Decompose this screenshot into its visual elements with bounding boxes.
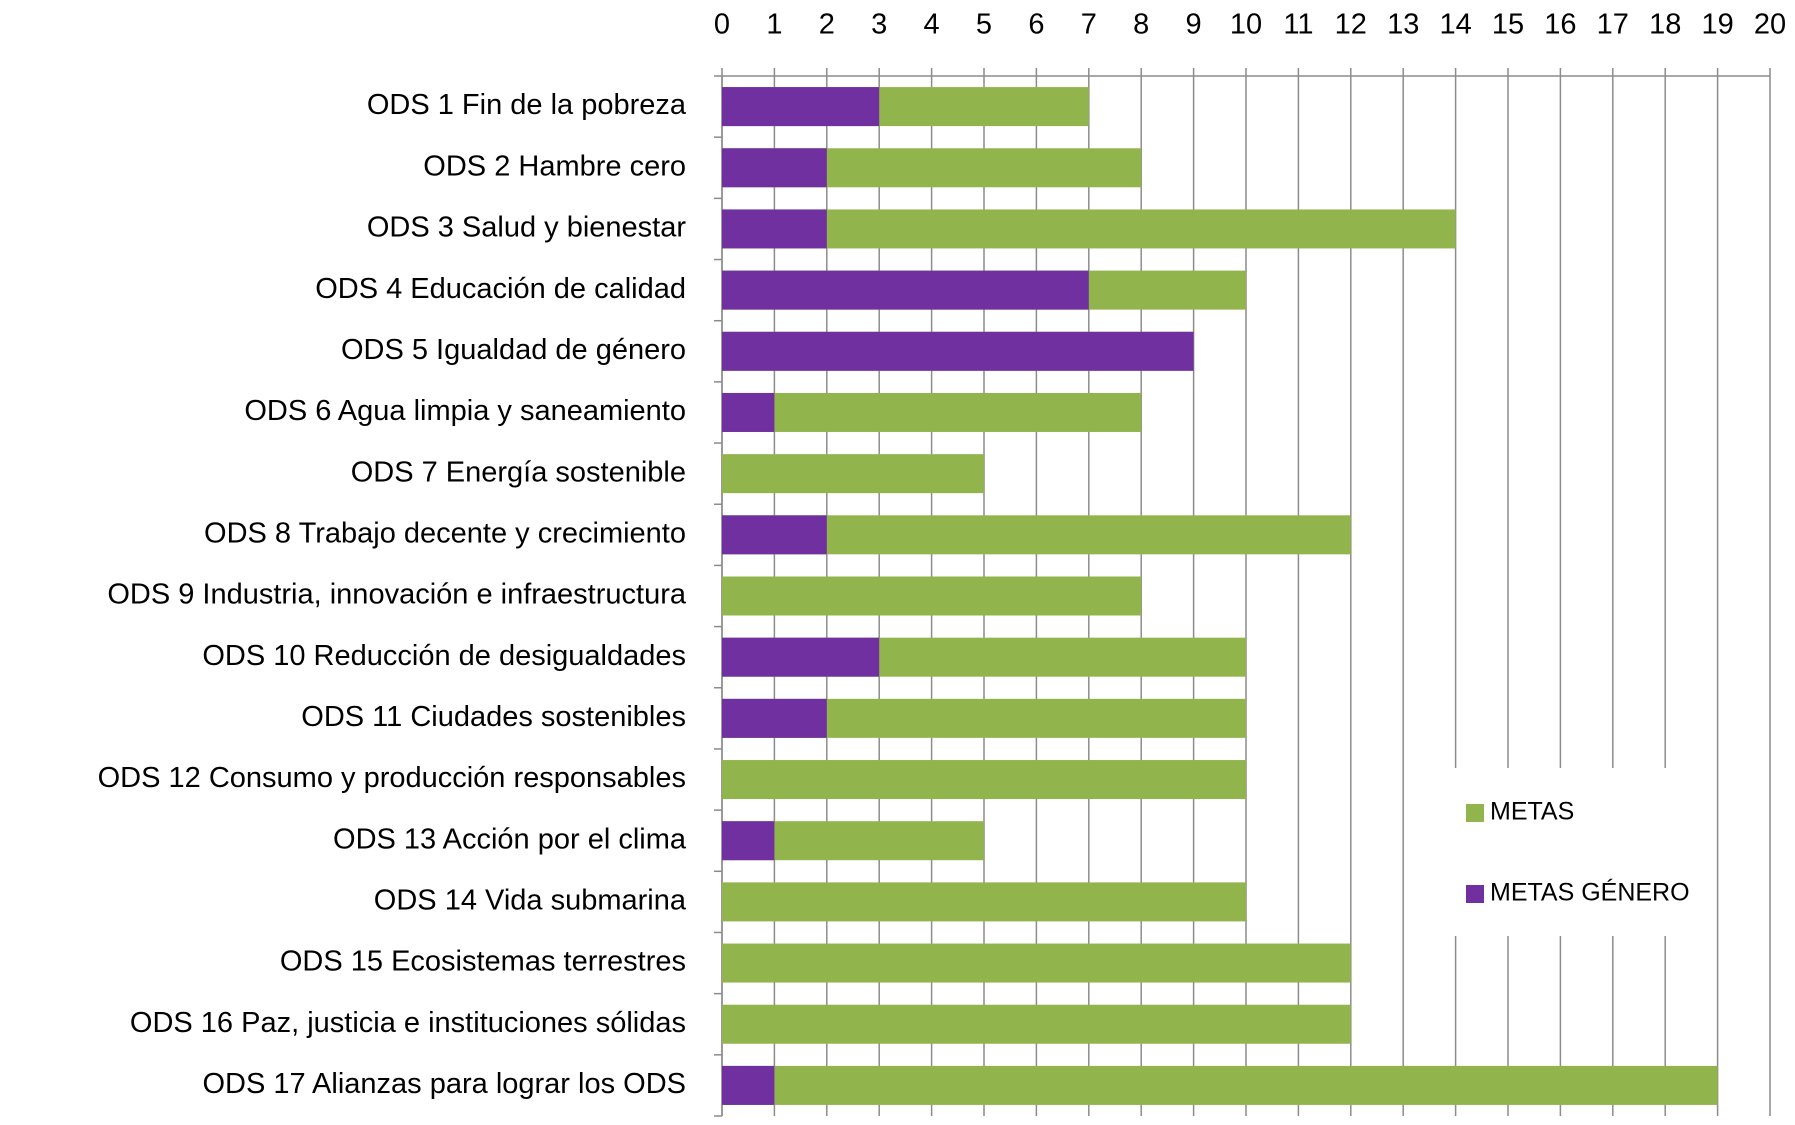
x-tick-label: 9 [1186, 9, 1202, 41]
y-tick-label: ODS 11 Ciudades sostenibles [301, 701, 686, 733]
x-tick-label: 17 [1597, 9, 1629, 41]
legend-swatch [1466, 804, 1484, 822]
bar [722, 760, 1246, 800]
legend-label: METAS GÉNERO [1490, 878, 1690, 907]
bar [722, 1065, 1718, 1105]
bar [722, 392, 775, 432]
bar [722, 454, 984, 494]
bar [722, 209, 1456, 249]
x-tick-label: 6 [1028, 9, 1044, 41]
y-tick-label: ODS 13 Acción por el clima [333, 823, 687, 855]
x-tick-label: 2 [819, 9, 835, 41]
x-tick-label: 1 [766, 9, 782, 41]
bar [722, 148, 827, 188]
x-tick-label: 16 [1544, 9, 1576, 41]
y-tick-label: ODS 9 Industria, innovación e infraestru… [107, 579, 687, 611]
y-tick-label: ODS 14 Vida submarina [374, 885, 687, 917]
x-tick-label: 12 [1335, 9, 1367, 41]
bar [722, 1065, 775, 1105]
y-tick-label: ODS 6 Agua limpia y saneamiento [244, 395, 686, 427]
y-tick-label: ODS 3 Salud y bienestar [367, 212, 687, 244]
x-tick-label: 8 [1133, 9, 1149, 41]
bar [722, 392, 1142, 432]
x-tick-label: 7 [1081, 9, 1097, 41]
bar [722, 1004, 1351, 1044]
y-tick-label: ODS 4 Educación de calidad [315, 273, 686, 305]
x-tick-label: 18 [1649, 9, 1681, 41]
bar [722, 821, 775, 861]
legend-swatch [1466, 885, 1484, 903]
y-tick-label: ODS 5 Igualdad de género [341, 334, 686, 366]
bar [722, 943, 1351, 983]
bar [722, 576, 1142, 616]
y-tick-label: ODS 8 Trabajo decente y crecimiento [204, 517, 686, 549]
x-tick-label: 3 [871, 9, 887, 41]
legend-label: METAS [1490, 798, 1574, 826]
x-tick-label: 19 [1701, 9, 1733, 41]
bar [722, 882, 1246, 922]
x-tick-label: 10 [1230, 9, 1262, 41]
y-tick-label: ODS 2 Hambre cero [423, 150, 686, 182]
y-tick-label: ODS 1 Fin de la pobreza [367, 89, 687, 121]
x-tick-label: 4 [924, 9, 940, 41]
legend-box [1452, 768, 1714, 936]
x-tick-label: 0 [714, 9, 730, 41]
bar [722, 515, 827, 555]
y-tick-label: ODS 17 Alianzas para lograr los ODS [202, 1068, 686, 1100]
bar [722, 87, 880, 127]
y-tick-label: ODS 12 Consumo y producción responsables [98, 762, 686, 794]
x-tick-label: 11 [1283, 9, 1313, 41]
y-tick-label: ODS 7 Energía sostenible [351, 456, 686, 488]
bar [722, 270, 1089, 310]
y-tick-label: ODS 15 Ecosistemas terrestres [280, 946, 686, 978]
x-tick-label: 14 [1439, 9, 1471, 41]
bar [722, 637, 880, 677]
x-tick-label: 13 [1387, 9, 1419, 41]
bar [722, 331, 1194, 371]
x-tick-label: 5 [976, 9, 992, 41]
y-tick-label: ODS 10 Reducción de desigualdades [202, 640, 686, 672]
x-tick-label: 15 [1492, 9, 1524, 41]
bar [722, 209, 827, 249]
y-tick-label: ODS 16 Paz, justicia e instituciones sól… [130, 1007, 686, 1039]
bar [722, 698, 827, 738]
x-tick-label: 20 [1754, 9, 1786, 41]
